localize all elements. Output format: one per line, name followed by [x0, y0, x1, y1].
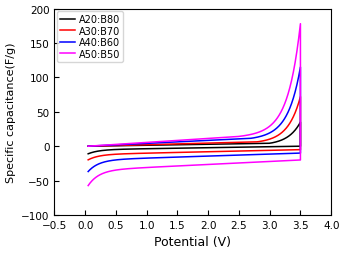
A40:B60 [158, 156, 162, 160]
A20:B80 [86, 145, 90, 148]
A20:B80 [142, 148, 147, 151]
A50:B50 [86, 145, 90, 148]
A40:B60 [270, 153, 275, 156]
A30:B70 [158, 152, 162, 155]
A20:B80 [86, 153, 90, 156]
A50:B50 [278, 112, 283, 115]
A20:B80 [287, 135, 292, 138]
Line: A20:B80: A20:B80 [88, 123, 300, 154]
A20:B80 [229, 146, 234, 149]
A50:B50 [229, 162, 234, 165]
X-axis label: Potential (V): Potential (V) [154, 235, 231, 248]
A50:B50 [142, 166, 147, 169]
A20:B80 [158, 147, 162, 150]
A20:B80 [270, 146, 275, 149]
A40:B60 [298, 66, 303, 69]
A50:B50 [86, 184, 90, 187]
A30:B70 [270, 149, 275, 152]
Line: A30:B70: A30:B70 [88, 97, 300, 160]
A30:B70 [287, 123, 292, 126]
A40:B60 [278, 123, 283, 126]
A30:B70 [86, 159, 90, 162]
A50:B50 [270, 160, 275, 163]
A50:B50 [298, 23, 303, 26]
Line: A50:B50: A50:B50 [88, 25, 300, 186]
A30:B70 [142, 152, 147, 155]
A40:B60 [287, 108, 292, 111]
Legend: A20:B80, A30:B70, A40:B60, A50:B50: A20:B80, A30:B70, A40:B60, A50:B50 [57, 12, 123, 62]
A50:B50 [158, 166, 162, 169]
A30:B70 [86, 145, 90, 148]
A40:B60 [86, 145, 90, 148]
A40:B60 [229, 154, 234, 157]
A50:B50 [287, 88, 292, 91]
A40:B60 [142, 157, 147, 160]
A20:B80 [298, 121, 303, 124]
Y-axis label: Specific capacitance(F/g): Specific capacitance(F/g) [6, 42, 16, 182]
A30:B70 [298, 96, 303, 99]
A40:B60 [86, 170, 90, 173]
A30:B70 [278, 133, 283, 136]
A30:B70 [229, 150, 234, 153]
A20:B80 [278, 139, 283, 142]
Line: A40:B60: A40:B60 [88, 68, 300, 172]
